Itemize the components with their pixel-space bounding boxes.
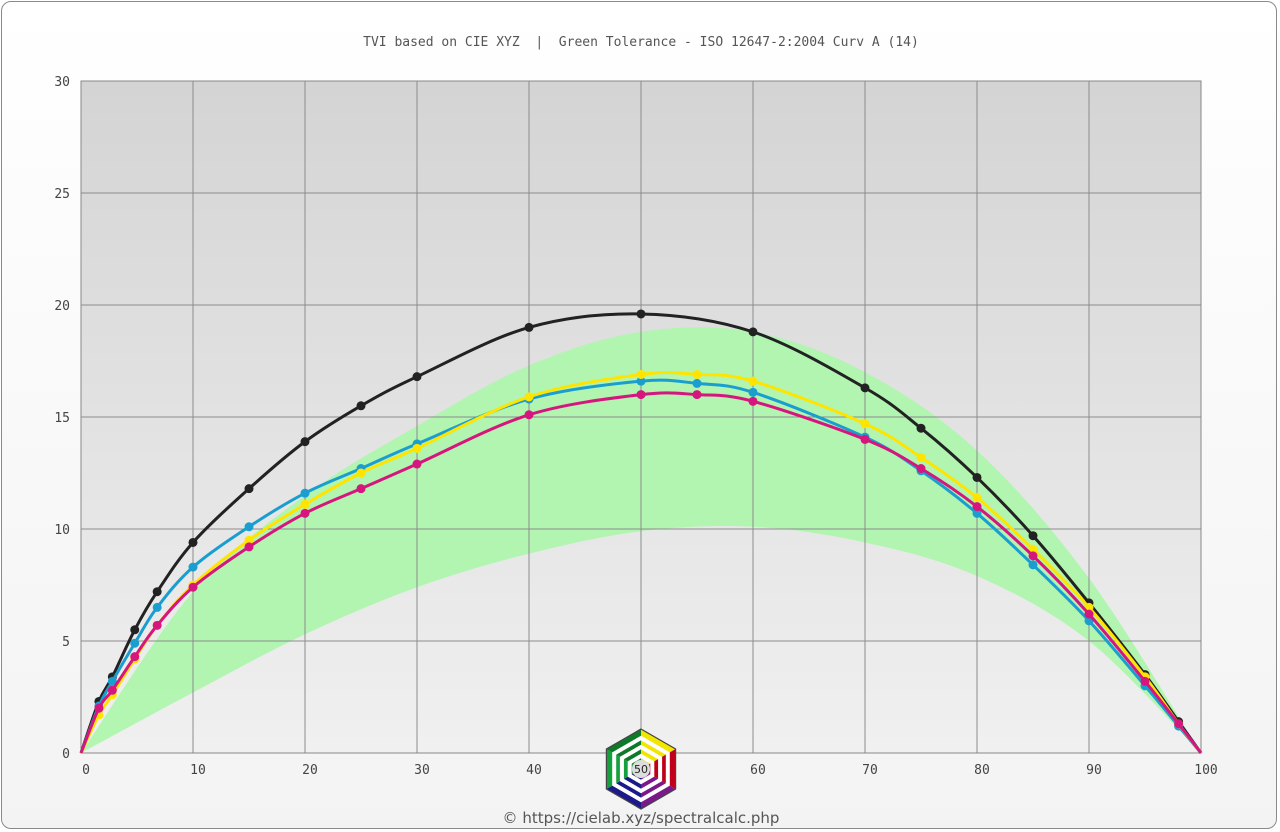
y-tick-label: 30 (54, 75, 70, 90)
data-point (636, 369, 646, 379)
data-point (244, 542, 254, 552)
data-point (692, 390, 702, 400)
data-point (107, 685, 117, 695)
data-point (972, 472, 982, 482)
data-point (356, 401, 366, 411)
data-point (1028, 551, 1038, 561)
chart-title: TVI based on CIE XYZ | Green Tolerance -… (363, 35, 919, 50)
data-point (188, 562, 198, 572)
data-point (524, 322, 534, 332)
data-point (636, 390, 646, 400)
series-line (79, 391, 1203, 754)
data-point (1028, 544, 1038, 554)
data-point (130, 652, 140, 662)
cielab-hexagon-logo-icon: 50 (605, 728, 677, 810)
data-point (300, 508, 310, 518)
data-point (524, 410, 534, 420)
data-point (244, 522, 254, 532)
data-point (524, 392, 534, 402)
y-axis-ticks: 0 5 10 15 20 25 30 (54, 75, 70, 762)
data-point (188, 537, 198, 547)
tolerance-band (81, 327, 1201, 753)
data-point (356, 484, 366, 494)
y-tick-label: 5 (62, 635, 70, 650)
series-line (79, 378, 1203, 754)
logo-label: 50 (634, 763, 648, 776)
data-point (152, 602, 162, 612)
data-point (244, 484, 254, 494)
data-point (188, 582, 198, 592)
x-tick-label: 100 (1194, 763, 1217, 778)
logo-outline (605, 728, 677, 810)
tolerance-band-area (81, 327, 1201, 753)
logo-ring (627, 753, 655, 785)
x-tick-label: 10 (190, 763, 206, 778)
data-point (130, 625, 140, 635)
data-point (692, 378, 702, 388)
data-point (152, 620, 162, 630)
x-tick-label: 80 (974, 763, 990, 778)
data-point (1140, 676, 1150, 686)
data-point (748, 387, 758, 397)
data-point (860, 383, 870, 393)
data-point (916, 452, 926, 462)
data-point (972, 493, 982, 503)
logo-ring (619, 744, 663, 794)
data-point (300, 437, 310, 447)
data-point (1028, 531, 1038, 541)
x-tick-label: 20 (302, 763, 318, 778)
logo-ring (612, 735, 670, 803)
credit-url: © https://cielab.xyz/spectralcalc.php (503, 809, 780, 827)
data-point (860, 434, 870, 444)
data-point (356, 468, 366, 478)
data-point (1174, 719, 1184, 729)
x-tick-label: 40 (526, 763, 542, 778)
data-point (244, 535, 254, 545)
data-point (130, 638, 140, 648)
data-point (152, 587, 162, 597)
data-point (748, 396, 758, 406)
data-point (1084, 609, 1094, 619)
y-tick-label: 10 (54, 523, 70, 538)
data-point (636, 376, 646, 386)
data-point (916, 464, 926, 474)
data-point (692, 369, 702, 379)
y-tick-label: 25 (54, 187, 70, 202)
data-point (1028, 560, 1038, 570)
series-4 (79, 390, 1203, 754)
x-tick-label: 0 (82, 763, 90, 778)
series-line (79, 312, 1203, 754)
data-point (94, 703, 104, 713)
data-point (916, 423, 926, 433)
data-point (972, 508, 982, 518)
data-point (412, 372, 422, 382)
data-point (972, 502, 982, 512)
x-tick-label: 70 (862, 763, 878, 778)
data-point (748, 327, 758, 337)
x-tick-label: 60 (750, 763, 766, 778)
data-point (412, 443, 422, 453)
y-tick-label: 15 (54, 411, 70, 426)
data-point (636, 309, 646, 319)
data-point (412, 459, 422, 469)
logo-center (632, 760, 650, 778)
y-tick-label: 20 (54, 299, 70, 314)
x-tick-label: 90 (1086, 763, 1102, 778)
data-point (748, 376, 758, 386)
series-lines (79, 309, 1203, 754)
data-point (860, 419, 870, 429)
data-point (300, 499, 310, 509)
data-point (107, 676, 117, 686)
x-tick-label: 30 (414, 763, 430, 778)
data-point (300, 488, 310, 498)
y-tick-label: 0 (62, 747, 70, 762)
